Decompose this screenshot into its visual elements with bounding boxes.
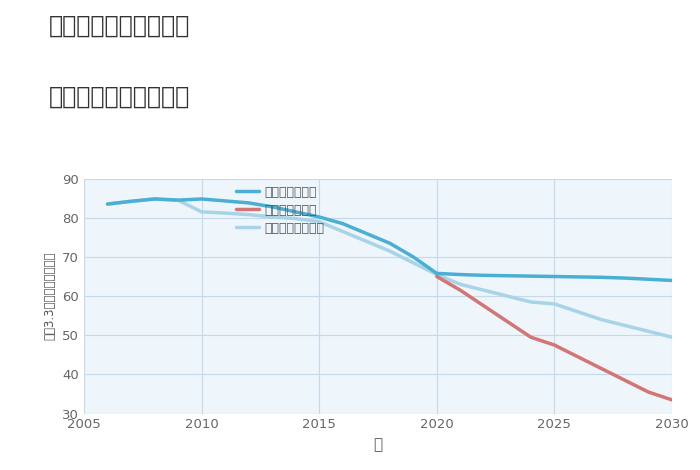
ノーマルシナリオ (127, 198, 135, 204)
グッドシナリオ (433, 271, 441, 276)
ノーマルシナリオ (409, 260, 417, 266)
グッドシナリオ (244, 200, 253, 206)
Text: 中古戸建ての価格推移: 中古戸建ての価格推移 (49, 85, 190, 109)
Y-axis label: 坪（3.3㎡）単価（万円）: 坪（3.3㎡）単価（万円） (43, 252, 57, 340)
ノーマルシナリオ (621, 323, 629, 329)
グッドシナリオ (668, 278, 676, 283)
グッドシナリオ (221, 198, 230, 204)
グッドシナリオ (150, 196, 159, 202)
ノーマルシナリオ (668, 335, 676, 340)
ノーマルシナリオ (480, 288, 488, 293)
バッドシナリオ (597, 366, 606, 371)
バッドシナリオ (456, 288, 465, 293)
グッドシナリオ (644, 276, 652, 282)
グッドシナリオ (291, 209, 300, 215)
ノーマルシナリオ (104, 201, 112, 207)
ノーマルシナリオ (197, 209, 206, 215)
ノーマルシナリオ (339, 229, 347, 235)
グッドシナリオ (174, 197, 182, 203)
グッドシナリオ (268, 204, 277, 210)
ノーマルシナリオ (550, 301, 559, 307)
グッドシナリオ (550, 274, 559, 279)
グッドシナリオ (480, 273, 488, 278)
バッドシナリオ (503, 319, 512, 324)
ノーマルシナリオ (644, 329, 652, 334)
グッドシナリオ (315, 214, 323, 220)
ノーマルシナリオ (456, 282, 465, 287)
グッドシナリオ (104, 201, 112, 207)
グッドシナリオ (362, 231, 370, 236)
バッドシナリオ (574, 354, 582, 360)
グッドシナリオ (339, 221, 347, 227)
グッドシナリオ (409, 254, 417, 260)
バッドシナリオ (621, 377, 629, 383)
グッドシナリオ (386, 241, 394, 246)
グッドシナリオ (574, 274, 582, 280)
Line: ノーマルシナリオ: ノーマルシナリオ (108, 199, 672, 337)
Legend: グッドシナリオ, バッドシナリオ, ノーマルシナリオ: グッドシナリオ, バッドシナリオ, ノーマルシナリオ (231, 181, 330, 240)
ノーマルシナリオ (291, 216, 300, 221)
ノーマルシナリオ (386, 248, 394, 254)
ノーマルシナリオ (315, 219, 323, 225)
バッドシナリオ (550, 342, 559, 348)
ノーマルシナリオ (244, 212, 253, 218)
グッドシナリオ (127, 198, 135, 204)
ノーマルシナリオ (150, 196, 159, 202)
X-axis label: 年: 年 (373, 437, 383, 452)
バッドシナリオ (433, 274, 441, 279)
ノーマルシナリオ (597, 317, 606, 322)
Line: グッドシナリオ: グッドシナリオ (108, 199, 672, 281)
バッドシナリオ (480, 303, 488, 309)
グッドシナリオ (597, 274, 606, 280)
ノーマルシナリオ (268, 214, 277, 220)
バッドシナリオ (644, 389, 652, 395)
ノーマルシナリオ (362, 238, 370, 244)
ノーマルシナリオ (174, 197, 182, 203)
グッドシナリオ (456, 272, 465, 277)
バッドシナリオ (668, 397, 676, 403)
Text: 岐阜県大垣市見取町の: 岐阜県大垣市見取町の (49, 14, 190, 38)
Line: バッドシナリオ: バッドシナリオ (437, 276, 672, 400)
グッドシナリオ (526, 274, 535, 279)
ノーマルシナリオ (221, 210, 230, 216)
ノーマルシナリオ (433, 272, 441, 277)
ノーマルシナリオ (526, 299, 535, 305)
グッドシナリオ (503, 273, 512, 279)
グッドシナリオ (621, 275, 629, 281)
ノーマルシナリオ (574, 309, 582, 314)
グッドシナリオ (197, 196, 206, 202)
バッドシナリオ (526, 335, 535, 340)
ノーマルシナリオ (503, 293, 512, 299)
